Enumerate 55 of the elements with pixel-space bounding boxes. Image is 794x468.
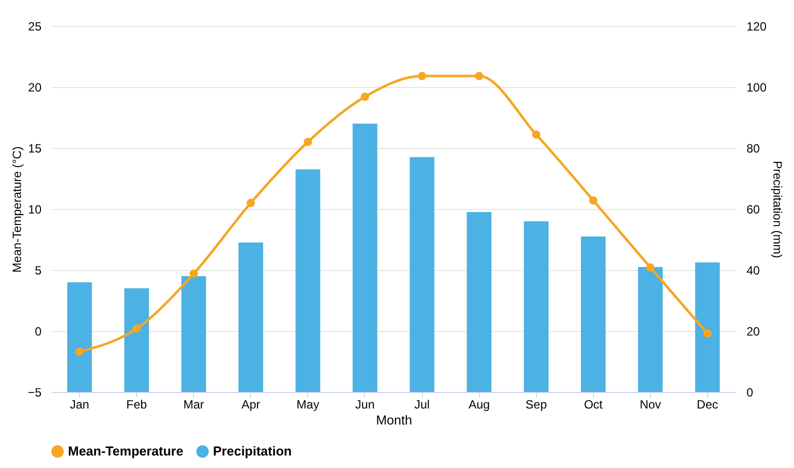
y-tick-label: 10 — [28, 202, 42, 216]
x-tick-label: Dec — [696, 398, 718, 412]
bar — [296, 169, 320, 392]
x-tick-label: May — [296, 398, 320, 412]
point — [418, 72, 426, 80]
y-tick-label: 25 — [28, 20, 42, 34]
y-tick-label: −5 — [28, 386, 42, 400]
point — [246, 198, 255, 208]
x-tick-label: Jan — [70, 398, 90, 412]
bar — [181, 276, 206, 392]
bar — [124, 288, 149, 392]
bar — [466, 212, 492, 392]
point — [190, 269, 198, 278]
x-tick-label: Feb — [126, 398, 148, 412]
bar — [638, 266, 663, 392]
bar — [352, 124, 378, 392]
y2-tick-label: 40 — [746, 264, 760, 278]
x-tick-label: Aug — [468, 398, 490, 412]
x-tick-label: Apr — [241, 398, 260, 412]
bar — [410, 157, 434, 392]
point — [646, 263, 655, 272]
y-tick-label: 20 — [28, 80, 42, 94]
legend-label: Mean-Temperature — [68, 444, 184, 459]
y-tick-label: 5 — [34, 264, 42, 278]
y2-tick-label: 20 — [746, 324, 760, 338]
y2-tick-label: 100 — [746, 80, 767, 94]
y2-tick-label: 120 — [746, 20, 767, 34]
bar — [580, 236, 606, 392]
x-tick-label: Sep — [526, 398, 548, 412]
bar — [67, 282, 92, 392]
bar — [238, 242, 264, 392]
x-axis-title: Month — [376, 412, 412, 428]
point — [474, 72, 484, 80]
legend-label: Precipitation — [213, 444, 292, 459]
x-tick-label: Nov — [640, 398, 662, 412]
point — [703, 329, 712, 338]
bar — [524, 221, 549, 392]
x-tick-label: Oct — [584, 398, 604, 412]
bar — [695, 262, 720, 392]
y-tick-label: 0 — [34, 324, 42, 338]
point — [360, 92, 370, 101]
x-tick-label: Jul — [414, 398, 430, 412]
point — [532, 130, 540, 139]
y-tick-label: 15 — [28, 142, 42, 156]
y2-tick-label: 0 — [746, 386, 754, 400]
y2-tick-label: 60 — [746, 202, 760, 216]
x-tick-label: Jun — [355, 398, 375, 412]
y2-axis-title: Precipitation (mm) — [770, 160, 785, 258]
point — [132, 324, 141, 333]
x-tick-label: Mar — [183, 398, 204, 412]
y-axis-title: Mean-Temperature (°C) — [10, 146, 24, 273]
y2-tick-label: 80 — [746, 142, 760, 156]
point — [75, 348, 84, 356]
point — [589, 196, 598, 205]
point — [304, 138, 312, 146]
